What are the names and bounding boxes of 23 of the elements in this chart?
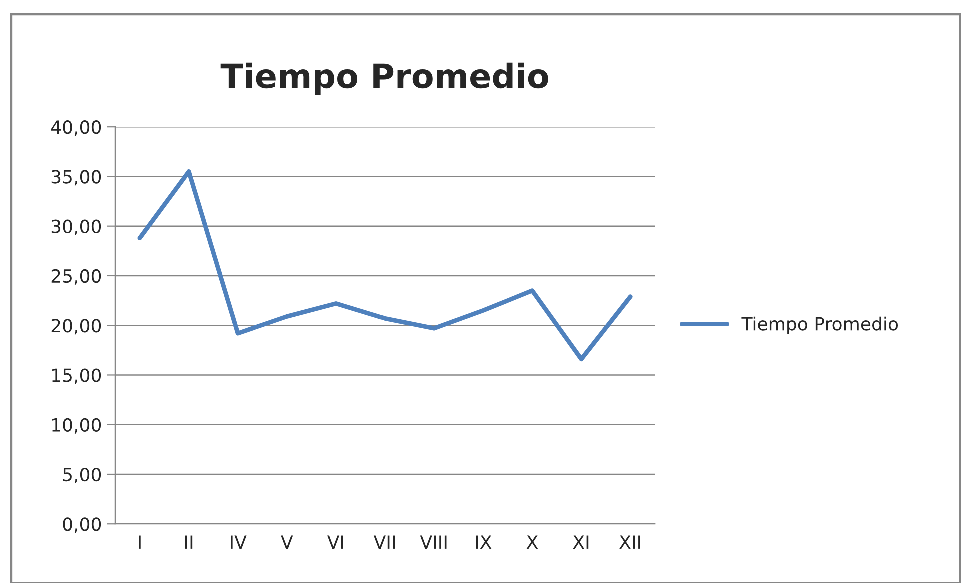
- x-tick-label: VI: [328, 536, 344, 549]
- line-series: [138, 170, 633, 362]
- y-tick-label: 20,00: [52, 319, 102, 335]
- legend-label: Tiempo Promedio: [742, 316, 898, 334]
- y-tick-label: 35,00: [52, 170, 102, 186]
- x-tick-label: VIII: [420, 536, 447, 549]
- y-tick-label: 30,00: [52, 220, 102, 236]
- x-tick-label: V: [281, 536, 294, 549]
- y-tick-label: 0,00: [63, 518, 102, 534]
- y-tick-label: 10,00: [52, 418, 102, 434]
- chart-title: Tiempo Promedio: [220, 62, 548, 96]
- x-tick-label: IX: [476, 536, 492, 549]
- y-tick-label: 15,00: [52, 368, 102, 384]
- x-tick-label: XII: [620, 536, 640, 549]
- y-tick-label: 25,00: [52, 269, 102, 285]
- x-tick-label: II: [185, 536, 193, 549]
- y-tick-label: 5,00: [63, 468, 102, 484]
- x-tick-label: VII: [374, 536, 396, 549]
- y-tick-label: 40,00: [51, 120, 102, 136]
- x-tick-label: XI: [573, 536, 589, 549]
- x-tick-label: X: [526, 536, 538, 549]
- x-tick-label: I: [139, 536, 141, 549]
- x-tick-label: IV: [231, 536, 247, 549]
